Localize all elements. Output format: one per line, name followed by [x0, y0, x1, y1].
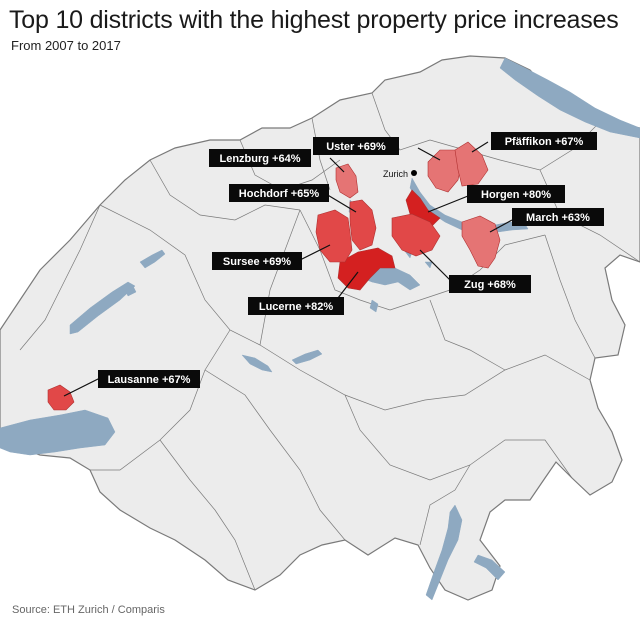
label-horgen: Horgen +80%: [467, 185, 565, 203]
label-zug: Zug +68%: [449, 275, 531, 293]
label-lenzburg: Lenzburg +64%: [209, 149, 311, 167]
district-march[interactable]: [461, 215, 501, 269]
lake-maggiore: [425, 504, 463, 601]
city-dot-icon: [411, 170, 417, 176]
label-hochdorf: Hochdorf +65%: [229, 184, 329, 202]
label-text-sursee: Sursee +69%: [223, 256, 291, 268]
map-title: Top 10 districts with the highest proper…: [9, 6, 619, 34]
label-lucerne: Lucerne +82%: [248, 297, 344, 315]
label-text-pfaffikon: Pfäffikon +67%: [505, 136, 584, 148]
district-lenzburg[interactable]: [335, 163, 359, 199]
label-text-uster: Uster +69%: [326, 141, 386, 153]
label-lausanne: Lausanne +67%: [98, 370, 200, 388]
label-sursee: Sursee +69%: [212, 252, 302, 270]
lake-sarnen: [369, 299, 379, 313]
district-zug[interactable]: [391, 213, 441, 257]
lake-brienz: [291, 349, 323, 365]
city-marker-zurich: Zurich: [383, 169, 417, 179]
lake-constance: [499, 57, 640, 139]
district-labels: Uster +69% Pfäffikon +67% Lenzburg +64% …: [98, 132, 604, 388]
label-pfaffikon: Pfäffikon +67%: [491, 132, 597, 150]
lake-lugano: [473, 554, 506, 581]
district-sursee[interactable]: [315, 209, 353, 263]
lake-lauerz: [424, 261, 433, 269]
leader-lines: [63, 141, 513, 397]
source-note: Source: ETH Zurich / Comparis: [12, 604, 165, 616]
label-text-march: March +63%: [526, 212, 590, 224]
label-text-lenzburg: Lenzburg +64%: [220, 153, 301, 165]
label-text-lucerne: Lucerne +82%: [259, 301, 334, 313]
label-text-zug: Zug +68%: [464, 279, 516, 291]
district-pfaffikon[interactable]: [454, 141, 489, 187]
district-hochdorf[interactable]: [349, 199, 377, 251]
lake-biel: [139, 249, 166, 269]
city-label-zurich: Zurich: [383, 169, 408, 179]
label-text-hochdorf: Hochdorf +65%: [239, 188, 320, 200]
lake-geneva: [0, 409, 116, 456]
lake-thun: [241, 354, 273, 373]
map-subtitle: From 2007 to 2017: [11, 38, 121, 53]
district-uster[interactable]: [427, 149, 463, 193]
lake-murten: [124, 285, 137, 297]
label-text-lausanne: Lausanne +67%: [108, 374, 191, 386]
district-lausanne[interactable]: [47, 384, 75, 411]
label-uster: Uster +69%: [313, 137, 399, 155]
label-text-horgen: Horgen +80%: [481, 189, 551, 201]
label-march: March +63%: [512, 208, 604, 226]
